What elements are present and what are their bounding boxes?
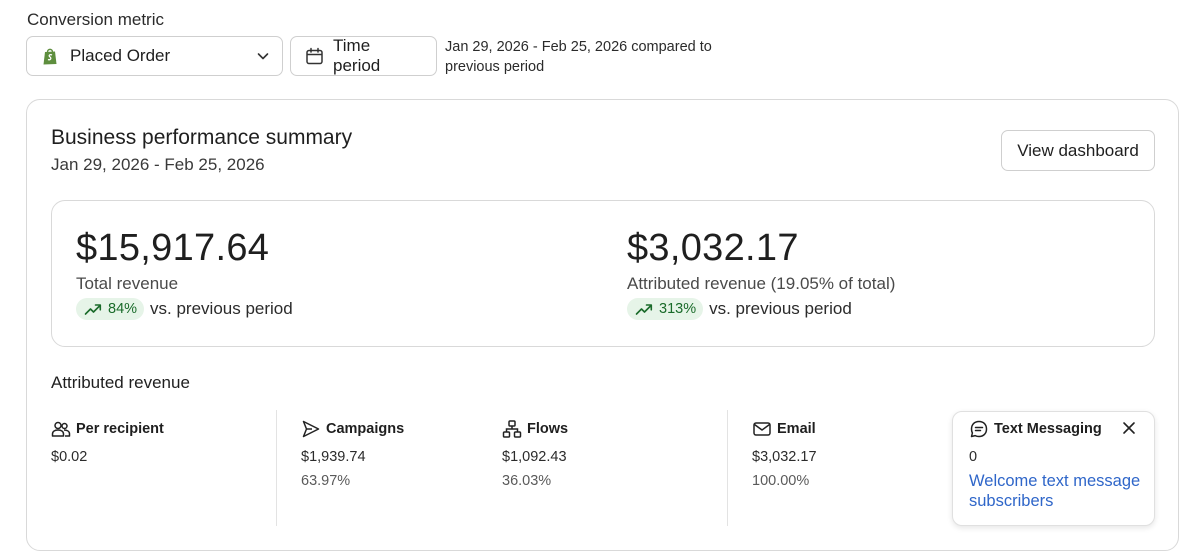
welcome-link-line-1: Welcome text message (969, 472, 1141, 490)
attributed-revenue-title: Attributed revenue (51, 373, 190, 392)
view-dashboard-button[interactable]: View dashboard (1001, 130, 1155, 171)
flows-header: Flows (502, 419, 568, 439)
attributed-revenue-label: Attributed revenue (19.05% of total) (627, 274, 896, 293)
attributed-revenue-change: 313% vs. previous period (627, 298, 852, 320)
chat-icon (969, 419, 989, 439)
calendar-icon (305, 47, 324, 66)
mail-icon (752, 419, 772, 439)
campaigns-percent: 63.97% (301, 473, 351, 489)
status-badge: 313% (627, 298, 704, 320)
welcome-text-link[interactable]: Welcome text message subscribers (969, 471, 1140, 511)
per-recipient-label: Per recipient (76, 421, 164, 437)
email-percent: 100.00% (752, 473, 810, 489)
campaigns-label: Campaigns (326, 421, 405, 437)
trend-up-icon (635, 302, 653, 316)
welcome-link-line-2: subscribers (969, 492, 1054, 510)
campaigns-header: Campaigns (301, 419, 404, 439)
total-change-percent: 84% (108, 301, 138, 317)
per-recipient-header: Per recipient (51, 419, 164, 439)
text-messaging-value: 0 (969, 449, 978, 465)
time-period-label: Time period (333, 36, 381, 75)
chevron-down-icon (256, 49, 270, 63)
column-divider (727, 410, 728, 526)
attributed-vs-text: vs. previous period (709, 299, 852, 318)
email-header: Email (752, 419, 816, 439)
total-revenue-label: Total revenue (76, 274, 179, 293)
flows-label: Flows (527, 421, 569, 437)
per-recipient-value: $0.02 (51, 449, 88, 465)
revenue-stats-box (51, 200, 1155, 347)
conversion-metric-label: Conversion metric (27, 10, 164, 29)
period-line-1: Jan 29, 2026 - Feb 25, 2026 compared to (445, 39, 712, 55)
flows-percent: 36.03% (502, 473, 552, 489)
total-revenue-change: 84% vs. previous period (76, 298, 293, 320)
column-divider (276, 410, 277, 526)
close-icon[interactable] (1121, 420, 1137, 436)
flows-value: $1,092.43 (502, 449, 567, 465)
attributed-change-percent: 313% (659, 301, 697, 317)
shopify-bag-icon (40, 46, 60, 66)
card-date-range: Jan 29, 2026 - Feb 25, 2026 (51, 155, 265, 174)
conversion-metric-value: Placed Order (70, 46, 171, 65)
conversion-metric-select[interactable]: Placed Order (26, 36, 283, 76)
period-line-2: previous period (445, 59, 545, 75)
attributed-revenue-value: $3,032.17 (627, 227, 799, 269)
campaigns-value: $1,939.74 (301, 449, 366, 465)
total-revenue-value: $15,917.64 (76, 227, 270, 269)
card-title: Business performance summary (51, 126, 353, 149)
users-icon (51, 419, 71, 439)
send-icon (301, 419, 321, 439)
total-vs-text: vs. previous period (150, 299, 293, 318)
text-messaging-header: Text Messaging (969, 419, 1102, 439)
period-comparison-text: Jan 29, 2026 - Feb 25, 2026 compared to … (445, 37, 745, 77)
trend-up-icon (84, 302, 102, 316)
time-period-button[interactable]: Time period (290, 36, 437, 76)
flows-icon (502, 419, 522, 439)
email-value: $3,032.17 (752, 449, 817, 465)
text-messaging-label: Text Messaging (994, 421, 1102, 437)
email-label: Email (777, 421, 816, 437)
status-badge: 84% (76, 298, 145, 320)
